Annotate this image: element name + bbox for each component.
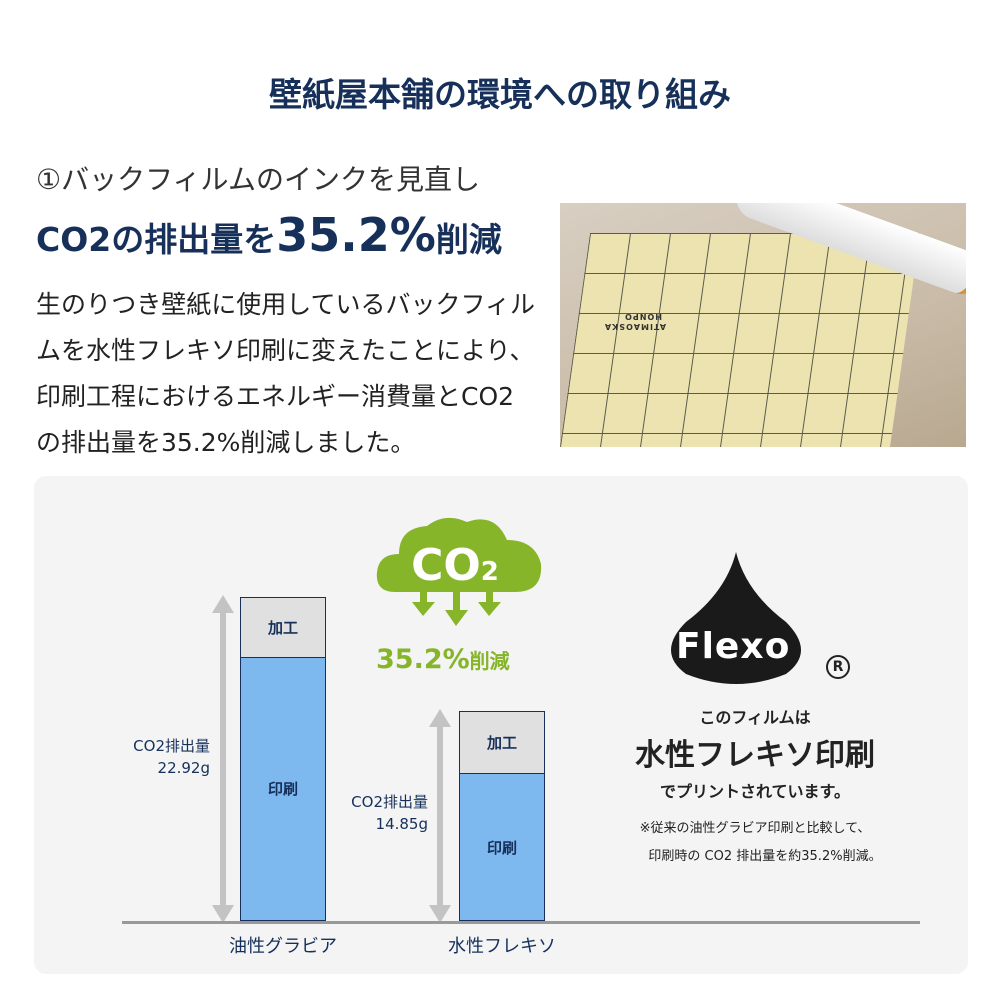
sheet-print-text: ATIMAOSKA HONPO <box>603 312 666 331</box>
reduction-word: 削減 <box>469 649 510 673</box>
down-arrows-icon <box>412 590 501 626</box>
backfilm-sheet <box>560 233 921 447</box>
total-label-value: 22.92g <box>157 759 210 777</box>
bar-1: 加工 印刷 <box>459 711 545 921</box>
description: 生のりつき壁紙に使用しているバックフィルムを水性フレキソ印刷に変えたことにより、… <box>36 290 536 457</box>
total-label-title: CO2排出量 <box>133 737 210 755</box>
registered-mark: R <box>826 655 850 679</box>
total-label-value: 14.85g <box>375 815 428 834</box>
bar-segment-processing: 加工 <box>460 712 544 775</box>
flexo-note1: ※従来の油性グラビア印刷と比較して、 <box>639 821 871 836</box>
reduction-value: 35.2% <box>376 644 470 675</box>
bar-segment-printing: 印刷 <box>241 657 325 920</box>
flexo-note2: 印刷時の CO2 排出量を約35.2%削減。 <box>648 849 882 864</box>
ink-drop-icon <box>671 552 801 684</box>
flexo-logo: Flexo <box>676 626 791 667</box>
headline-suffix: 削減 <box>435 220 502 259</box>
category-label: 油性グラビア <box>229 936 337 957</box>
bar-segment-printing: 印刷 <box>460 774 544 920</box>
category-label: 水性フレキソ <box>448 936 556 957</box>
headline-prefix: CO2の排出量を <box>36 220 277 259</box>
total-label-title: CO2排出量 <box>351 793 428 812</box>
headline-value: 35.2% <box>276 208 436 262</box>
bar-segment-processing: 加工 <box>241 598 325 658</box>
height-arrow <box>429 709 451 923</box>
height-arrow <box>212 595 234 923</box>
chart-baseline <box>122 921 920 924</box>
flexo-line2: 水性フレキソ印刷 <box>635 738 875 773</box>
total-label: CO2排出量 22.92g <box>90 735 210 779</box>
flexo-line3: でプリントされています。 <box>660 782 850 801</box>
bar-0: 加工 印刷 <box>240 597 326 921</box>
headline: CO2の排出量を35.2%削減 <box>36 208 502 262</box>
co2-cloud-icon: CO2 <box>376 517 542 592</box>
total-label: CO2排出量 14.85g <box>308 791 428 835</box>
reduction-label: 35.2%削減 <box>376 644 510 675</box>
page-title: 壁紙屋本舗の環境への取り組み <box>269 75 731 114</box>
product-photo: ATIMAOSKA HONPO <box>560 203 966 447</box>
flexo-line1: このフィルムは <box>699 708 811 727</box>
section-subtitle: ①バックフィルムのインクを見直し <box>36 163 480 196</box>
